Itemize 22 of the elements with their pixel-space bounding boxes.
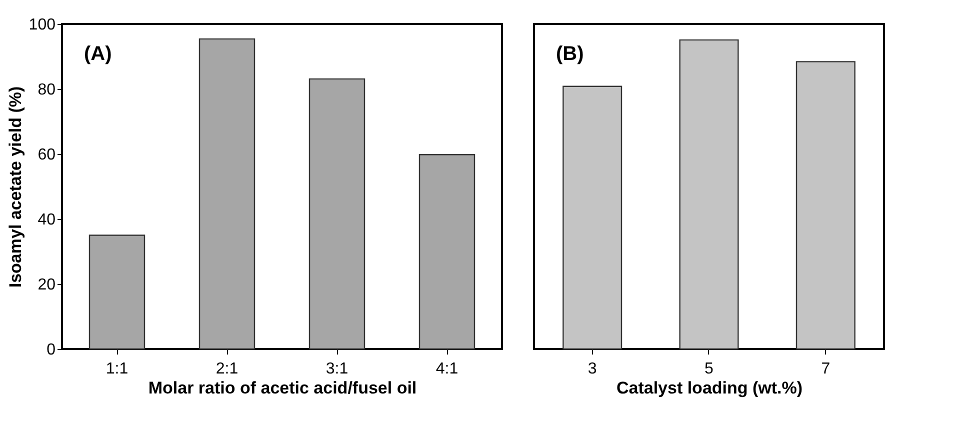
annotation: (A): [84, 43, 112, 65]
x-tick-label: 2:1: [216, 360, 238, 378]
bar: [308, 78, 366, 350]
x-axis-title: Catalyst loading (wt.%): [616, 378, 803, 398]
x-tick-label: 1:1: [106, 360, 128, 378]
y-tick-label: 0: [46, 342, 56, 358]
x-tick-label: 3: [588, 360, 597, 378]
bar: [88, 234, 146, 350]
bar: [418, 154, 476, 350]
y-tick-label: 40: [38, 212, 56, 228]
x-tick-label: 4:1: [436, 360, 458, 378]
y-axis-title: Isoamyl acetate yield (%): [6, 86, 25, 288]
x-tick-label: 5: [704, 360, 714, 378]
y-tick-label: 20: [38, 276, 56, 294]
x-tick-label: 3:1: [326, 360, 348, 378]
y-tick-label: 100: [28, 16, 56, 34]
y-tick-label: 80: [38, 82, 56, 98]
y-tick-label: 60: [38, 146, 56, 164]
bar: [198, 38, 256, 350]
x-tick-label: 7: [821, 360, 830, 378]
x-axis-title: Molar ratio of acetic acid/fusel oil: [148, 378, 417, 398]
annotation: (B): [556, 43, 584, 65]
